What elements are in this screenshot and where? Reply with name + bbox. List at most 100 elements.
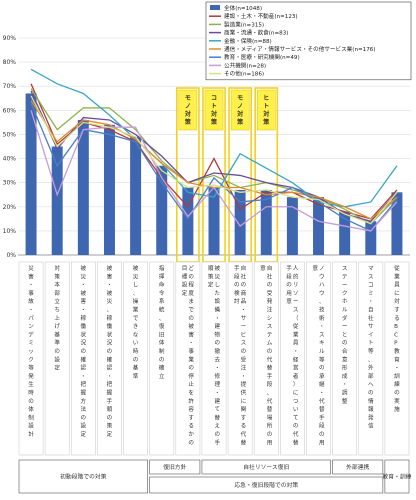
legend-entry: 教育・医療・研究機関(n=49)	[224, 53, 300, 61]
legend-swatch	[210, 5, 220, 10]
bar-overall	[25, 93, 37, 255]
category-label-box	[70, 261, 96, 456]
category-label-box	[201, 261, 227, 456]
legend-entry: 金融・保険(n=88)	[224, 37, 272, 45]
category-label: 従業員に対する B C P 教育・訓練の実施	[394, 264, 400, 413]
bar-overall	[103, 124, 115, 255]
bar-overall	[339, 211, 351, 255]
callout-label-char: コ	[211, 95, 217, 102]
category-label: 被害・被災、稼働状況の確認・把握手順の策定	[107, 264, 113, 438]
category-label: 対策本部立ち上げ基準の設定	[54, 264, 60, 372]
category-label: 人的リソース（従業員・経営者）についての代替手段の用意	[286, 264, 299, 446]
bar-overall	[51, 146, 63, 255]
group-label: 教育・訓練	[382, 473, 411, 481]
legend-box	[205, 1, 412, 81]
y-tick-label: 40%	[3, 156, 17, 163]
bar-overall	[260, 189, 272, 255]
category-label: 被災・被害・稼働状況の確認・把握方法の設定	[81, 264, 87, 438]
category-label: どの程度までの被害・事業の停止を許容するかの目標設定	[182, 264, 195, 446]
callout-label-char: 対	[262, 110, 269, 118]
category-label-box	[123, 261, 148, 456]
y-tick-label: 80%	[3, 59, 17, 66]
series-line	[30, 90, 398, 222]
y-tick-label: 70%	[3, 83, 17, 90]
series-line	[30, 95, 398, 225]
y-tick-label: 90%	[3, 35, 17, 42]
series-line	[30, 102, 398, 232]
legend-entry: 通信・メディア・情報サービス・その他サービス業(n=176)	[224, 45, 376, 53]
callout-label-char: 対	[184, 110, 191, 118]
bar-overall	[130, 136, 142, 255]
legend-entry: 製造業(n=315)	[224, 20, 264, 28]
bar-overall	[313, 197, 325, 255]
bar-overall	[234, 189, 246, 255]
category-label-box	[18, 261, 44, 456]
callout-label-char: ヒ	[263, 95, 269, 102]
legend-entry: 全体(n=1048)	[224, 4, 262, 12]
group-label: 外部連携	[346, 463, 369, 471]
bar-overall	[286, 197, 298, 255]
category-label: 自社の受発注システムの代替手段、代替場所の用意	[260, 264, 273, 446]
category-label-box	[253, 261, 279, 456]
group-label: 初動段階での対策	[60, 473, 107, 481]
y-tick-label: 10%	[3, 228, 17, 235]
y-tick-label: 20%	[3, 204, 17, 211]
callout-label-bg	[178, 89, 198, 131]
callout-label-char: ノ	[237, 103, 243, 110]
group-box	[201, 459, 331, 475]
group-box	[18, 459, 148, 494]
group-box	[149, 459, 201, 475]
category-label-box	[358, 261, 384, 456]
group-label: 応急・復旧段階での対策	[234, 481, 298, 489]
category-label-box	[149, 261, 175, 456]
callout-label-char: 対	[236, 110, 243, 118]
y-tick-label: 50%	[3, 131, 17, 138]
bar-overall	[156, 165, 168, 255]
group-box	[149, 476, 384, 494]
series-line	[30, 68, 398, 208]
category-label-box	[280, 261, 305, 456]
y-tick-label: 60%	[3, 107, 17, 114]
callout-label-char: モ	[237, 95, 243, 102]
callout-label-bg	[204, 89, 224, 131]
category-label-box	[227, 261, 253, 456]
category-label: ノウハウ、技術・スキル等の承継・代替手段の用意	[312, 264, 325, 446]
callout-label-bg	[256, 89, 276, 131]
bar-overall	[182, 187, 194, 255]
category-label: 被災した設備・建物の撤去・修理・建て替えの手順策定	[208, 264, 221, 446]
category-label-box	[175, 261, 201, 456]
category-label-box	[384, 261, 410, 456]
category-label: ステークホルダーとの合意形成・調整	[342, 265, 348, 405]
callout-label-char: モ	[185, 95, 191, 102]
legend-entry: その他(n=186)	[224, 70, 264, 78]
category-label-box	[44, 261, 70, 456]
callout-label-char: ト	[211, 103, 217, 110]
group-label: 自社リソース復旧	[243, 463, 289, 471]
category-label: 災害・事故・パンデミック等発生時の体制設計	[28, 265, 34, 438]
category-label: マスコミ・自社サイト等、外部への情報発信	[368, 265, 374, 430]
category-label: 被災し、操業できない時の基準	[133, 264, 139, 380]
legend-entry: 商業・流通・飲食(n=83)	[224, 29, 288, 37]
group-box	[384, 459, 410, 494]
category-label-box	[306, 261, 331, 456]
bar-overall	[391, 192, 403, 255]
callout-label-char: ノ	[185, 103, 191, 110]
category-label-box	[332, 261, 358, 456]
callout-label-char: 策	[184, 118, 191, 126]
callout-label-char: ト	[263, 103, 269, 110]
callout-label-bg	[230, 89, 250, 131]
bar-overall	[208, 187, 220, 255]
callout-label-char: 策	[236, 118, 243, 126]
y-tick-label: 0%	[6, 252, 16, 259]
group-label: 復旧方針	[163, 463, 186, 471]
series-line	[30, 110, 398, 232]
bar-overall	[365, 221, 377, 255]
category-label: 自社の商品・サービスの受注・提供に関する代替手段の検討	[234, 264, 247, 446]
category-label-box	[97, 261, 122, 456]
legend-entry: 建設・土木・不動産(n=123)	[224, 12, 298, 20]
group-box	[332, 459, 384, 475]
y-tick-label: 30%	[3, 180, 17, 187]
callout-label-char: 対	[210, 110, 217, 118]
